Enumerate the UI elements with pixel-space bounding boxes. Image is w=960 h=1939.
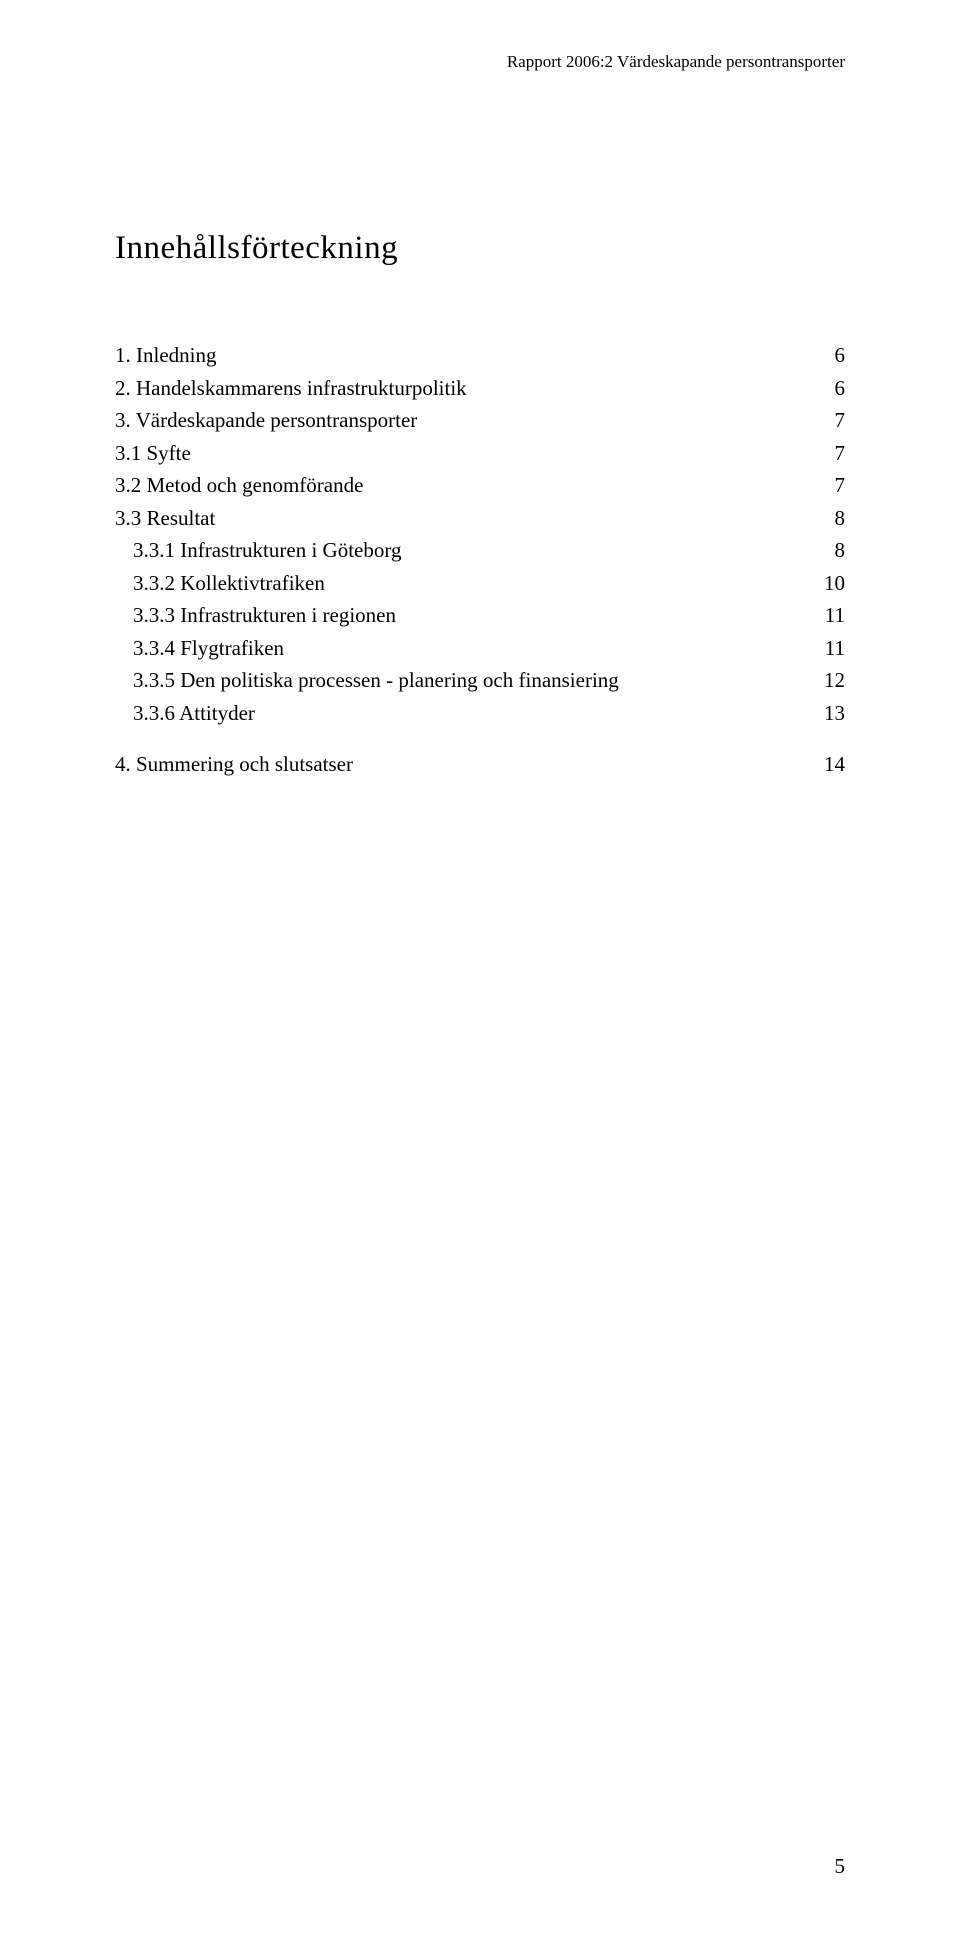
toc-title: Innehållsförteckning	[115, 230, 845, 267]
toc-entry-page: 12	[805, 664, 845, 697]
toc-entry-label: 3.3.4 Flygtrafiken	[115, 632, 805, 665]
toc-entry-page: 7	[805, 437, 845, 470]
toc-row: 1. Inledning6	[115, 339, 845, 372]
toc-row: 3.2 Metod och genomförande7	[115, 469, 845, 502]
toc-entry-page: 7	[805, 404, 845, 437]
toc-entry-label: 2. Handelskammarens infrastrukturpolitik	[115, 372, 805, 405]
toc-entry-label: 3.3.6 Attityder	[115, 697, 805, 730]
toc-list: 1. Inledning62. Handelskammarens infrast…	[115, 339, 845, 780]
toc-entry-label: 3. Värdeskapande persontransporter	[115, 404, 805, 437]
toc-entry-page: 14	[805, 748, 845, 781]
toc-entry-label: 3.3.3 Infrastrukturen i regionen	[115, 599, 805, 632]
toc-entry-page: 8	[805, 534, 845, 567]
toc-row: 3.3.6 Attityder13	[115, 697, 845, 730]
toc-entry-label: 3.3 Resultat	[115, 502, 805, 535]
toc-row: 4. Summering och slutsatser14	[115, 748, 845, 781]
toc-entry-page: 6	[805, 372, 845, 405]
toc-row: 3.3 Resultat8	[115, 502, 845, 535]
toc-row: 3.1 Syfte7	[115, 437, 845, 470]
toc-entry-label: 1. Inledning	[115, 339, 805, 372]
toc-entry-label: 4. Summering och slutsatser	[115, 748, 805, 781]
toc-entry-page: 10	[805, 567, 845, 600]
toc-entry-page: 11	[805, 599, 845, 632]
toc-entry-label: 3.3.5 Den politiska processen - planerin…	[115, 664, 805, 697]
toc-entry-label: 3.2 Metod och genomförande	[115, 469, 805, 502]
toc-container: Innehållsförteckning 1. Inledning62. Han…	[115, 230, 845, 780]
toc-entry-page: 11	[805, 632, 845, 665]
toc-entry-page: 13	[805, 697, 845, 730]
toc-entry-label: 3.3.2 Kollektivtrafiken	[115, 567, 805, 600]
toc-row: 3.3.3 Infrastrukturen i regionen11	[115, 599, 845, 632]
toc-row: 3.3.4 Flygtrafiken11	[115, 632, 845, 665]
toc-entry-label: 3.3.1 Infrastrukturen i Göteborg	[115, 534, 805, 567]
toc-entry-label: 3.1 Syfte	[115, 437, 805, 470]
toc-row: 3.3.5 Den politiska processen - planerin…	[115, 664, 845, 697]
toc-gap	[115, 730, 845, 748]
toc-entry-page: 8	[805, 502, 845, 535]
toc-row: 3. Värdeskapande persontransporter7	[115, 404, 845, 437]
page-number: 5	[835, 1854, 846, 1879]
toc-row: 2. Handelskammarens infrastrukturpolitik…	[115, 372, 845, 405]
toc-entry-page: 7	[805, 469, 845, 502]
page-header: Rapport 2006:2 Värdeskapande persontrans…	[507, 52, 845, 72]
toc-row: 3.3.2 Kollektivtrafiken10	[115, 567, 845, 600]
toc-row: 3.3.1 Infrastrukturen i Göteborg8	[115, 534, 845, 567]
toc-entry-page: 6	[805, 339, 845, 372]
